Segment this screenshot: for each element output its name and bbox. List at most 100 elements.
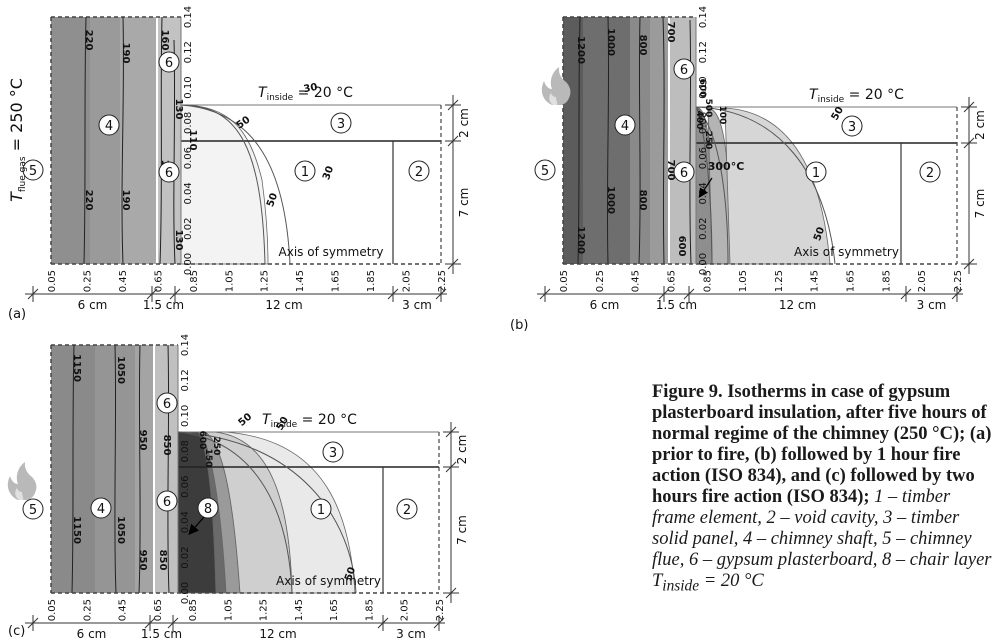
y-tick-label: 0.04	[180, 511, 191, 533]
dimension-slash	[658, 288, 670, 300]
dimension-slash	[951, 288, 963, 300]
isotherm-value-label: 50	[265, 192, 280, 209]
isotherm-value-label: 220	[83, 30, 94, 51]
x-tick-label: 1.25	[774, 270, 785, 292]
y-tick-label: 0.12	[183, 41, 194, 63]
dimension-label-right: 2 cm	[973, 110, 987, 140]
pointer-arrow	[188, 516, 205, 535]
y-tick-label: 0.02	[183, 218, 194, 240]
y-tick-label: 0.02	[698, 218, 709, 240]
marker-m6-label: 6	[165, 56, 173, 71]
isotherm-value-label: 950	[137, 550, 148, 571]
y-tick-label: 0.14	[183, 6, 194, 28]
panel-c: 0.05 0.25 0.45 0.65 0.85 1.05 1.25 1.45 1.65 1.85…	[7, 334, 469, 641]
isotherm-value-label: 50	[812, 226, 827, 243]
marker-m4-label: 4	[621, 119, 629, 134]
x-tick-label: 1.45	[294, 599, 305, 621]
gypsum-board-region	[669, 17, 696, 264]
caption-italic-text: 1 – timber frame element, 2 – void cavit…	[652, 487, 992, 591]
x-tick-label: 0.25	[595, 270, 606, 292]
x-tick-label: 1.05	[224, 270, 235, 292]
marker-m5-circle	[22, 159, 44, 181]
panel-b: 0.05 0.25 0.45 0.65 0.85 1.05 1.25 1.45 1.65 1.85…	[510, 6, 987, 333]
isotherm-value-label: 160	[159, 30, 170, 51]
x-tick-label: 0.65	[666, 270, 677, 292]
isotherm-line	[638, 16, 641, 265]
marker-m1-circle	[805, 161, 827, 183]
x-tick-label: 1.65	[329, 599, 340, 621]
y-tick-label: 0.14	[180, 334, 191, 356]
marker-m6-label: 6	[163, 397, 171, 412]
y-tick-label: 0.10	[698, 76, 709, 98]
isotherm-value-label: 1000	[605, 28, 616, 56]
isotherm-line	[121, 16, 124, 265]
marker-m6-label: 6	[163, 495, 171, 510]
x-tick-label: 0.85	[188, 599, 199, 621]
dimension-slash	[963, 137, 975, 149]
caption-italic-sub: inside	[662, 577, 700, 595]
dimension-slash	[963, 258, 975, 270]
shaft-band	[563, 17, 583, 264]
x-tick-label: 1.45	[810, 270, 821, 292]
marker-m8-label: 8	[204, 502, 212, 517]
marker-m6-circle	[158, 51, 180, 73]
x-tick-label: 0.05	[47, 270, 58, 292]
isotherm-value-label: 130	[173, 99, 184, 120]
x-tick-label: 0.45	[118, 270, 129, 292]
marker-m5-label: 5	[29, 164, 37, 179]
dimension-slash	[146, 288, 158, 300]
dimension-slash	[169, 288, 181, 300]
isotherm-line	[695, 106, 836, 265]
axis-of-symmetry-label: Axis of symmetry	[279, 245, 384, 259]
isotherm-value-label: 950	[137, 430, 148, 451]
isotherm-value-label: 1150	[71, 516, 82, 544]
y-tick-label: 0.08	[698, 112, 709, 134]
isotherm-line	[695, 106, 713, 265]
x-tick-label: 0.45	[631, 270, 642, 292]
isotherm-line	[159, 16, 163, 265]
isotherm-value-label: 800	[637, 190, 648, 211]
isotherm-value-label: 50	[237, 411, 255, 428]
marker-m1-label: 1	[812, 166, 820, 181]
isotherm-value-label: 600	[697, 79, 707, 98]
dimension-label-bottom: 12 cm	[779, 298, 816, 312]
marker-m5-label: 5	[541, 164, 549, 179]
dimension-label-bottom: 6 cm	[590, 298, 620, 312]
marker-m5-label: 5	[29, 503, 37, 518]
isotherm-value-label: 220	[83, 190, 94, 211]
isotherm-value-label: 30	[303, 82, 319, 95]
marker-m1-label: 1	[301, 165, 309, 180]
x-tick-label: 0.65	[153, 599, 164, 621]
dimension-slash	[27, 617, 39, 629]
isotherm-value-label: 700	[665, 160, 676, 181]
dimension-label-bottom: 3 cm	[396, 627, 426, 641]
isotherm-value-label: 1200	[575, 226, 586, 254]
x-tick-label: 1.65	[846, 270, 857, 292]
dimension-label-bottom: 6 cm	[77, 627, 107, 641]
x-tick-label: 1.85	[881, 270, 892, 292]
marker-m6-circle	[673, 161, 695, 183]
fire-icon-core	[549, 93, 558, 105]
marker-m3-circle	[330, 112, 352, 134]
x-tick-label: 1.65	[331, 270, 342, 292]
axis-of-symmetry-label: Axis of symmetry	[276, 574, 381, 588]
fire-icon-core	[15, 488, 24, 500]
isotherm-value-label: 850	[157, 550, 168, 571]
y-tick-label: 0.10	[180, 405, 191, 427]
isotherm-value-label: 250	[211, 437, 221, 456]
y-tick-label: 0.04	[183, 182, 194, 204]
marker-m4-label: 4	[105, 119, 113, 134]
x-tick-label: 2.25	[435, 599, 446, 621]
y-tick-label: 0.08	[180, 440, 191, 462]
isotherm-value-label: 30	[321, 165, 336, 182]
marker-m5-circle	[22, 498, 44, 520]
dimension-slash	[447, 135, 459, 147]
marker-m6-circle	[673, 58, 695, 80]
fire-icon	[541, 67, 571, 105]
dimension-label-bottom: 1.5 cm	[143, 298, 184, 312]
dimension-slash	[539, 288, 551, 300]
fire-icon	[7, 462, 37, 500]
x-tick-label: 2.25	[953, 270, 964, 292]
x-tick-label: 0.25	[82, 270, 93, 292]
isotherm-value-label: 110	[187, 130, 198, 151]
